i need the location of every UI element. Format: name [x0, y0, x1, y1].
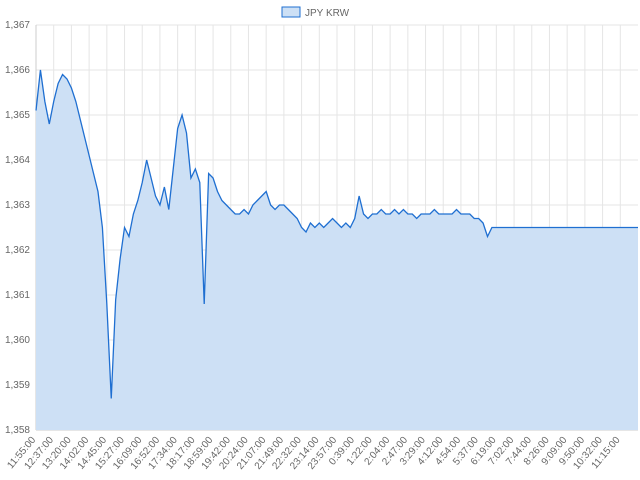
- y-tick-label: 1,363: [5, 200, 30, 211]
- y-tick-label: 1,364: [5, 155, 30, 166]
- y-tick-label: 1,360: [5, 335, 30, 346]
- legend-label: JPY KRW: [305, 8, 350, 19]
- y-tick-label: 1,358: [5, 425, 30, 436]
- y-tick-label: 1,361: [5, 290, 30, 301]
- y-tick-label: 1,362: [5, 245, 30, 256]
- area: [36, 70, 638, 430]
- legend-swatch: [281, 6, 301, 18]
- y-tick-label: 1,359: [5, 380, 30, 391]
- line: [35, 69, 638, 399]
- y-tick-label: 1,366: [5, 65, 30, 76]
- y-tick-label: 1,365: [5, 110, 30, 121]
- y-tick-label: 1,367: [5, 20, 30, 31]
